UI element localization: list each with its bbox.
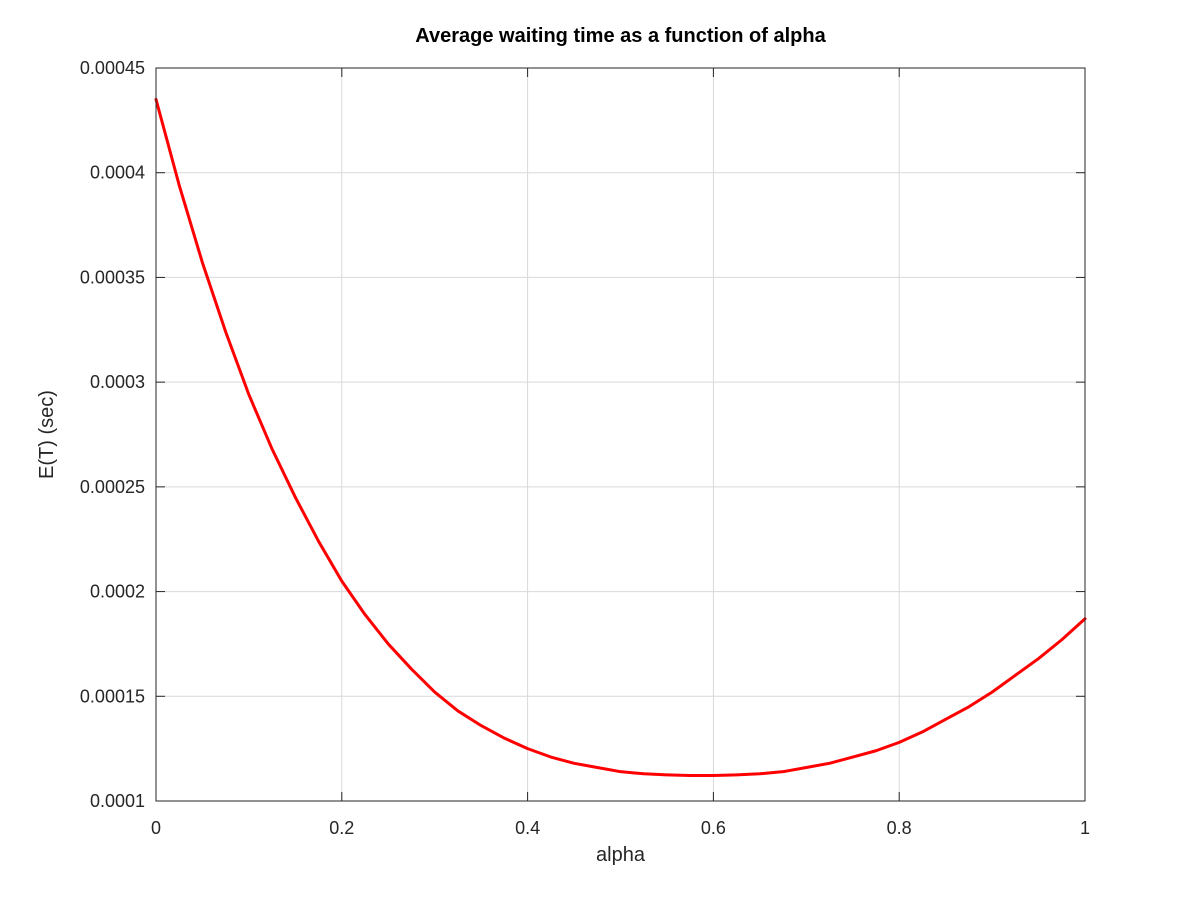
grid-lines (156, 68, 1085, 801)
y-tick-label: 0.0004 (90, 163, 145, 183)
y-axis-label: E(T) (sec) (36, 390, 58, 479)
ticks: 0 0.2 0.4 0.6 0.8 1 0.0001 0.00015 0.0002 0.00025… (80, 58, 1090, 838)
y-tick-label: 0.00035 (80, 267, 145, 287)
x-tick-label: 0.4 (515, 818, 540, 838)
x-tick-label: 0.2 (329, 818, 354, 838)
plot-frame (155, 67, 1086, 802)
y-tick-label: 0.00025 (80, 477, 145, 497)
x-tick-label: 0 (151, 818, 161, 838)
x-tick-label: 1 (1080, 818, 1090, 838)
x-tick-label: 0.6 (701, 818, 726, 838)
chart-title: Average waiting time as a function of al… (415, 25, 826, 47)
y-tick-label: 0.0001 (90, 791, 145, 811)
y-tick-label: 0.0003 (90, 372, 145, 392)
x-axis-label: alpha (596, 844, 646, 866)
series-layer (154, 97, 1087, 777)
x-tick-label: 0.8 (887, 818, 912, 838)
y-tick-label: 0.00015 (80, 686, 145, 706)
series-line (154, 97, 1087, 777)
y-tick-label: 0.0002 (90, 582, 145, 602)
y-tick-label: 0.00045 (80, 58, 145, 78)
